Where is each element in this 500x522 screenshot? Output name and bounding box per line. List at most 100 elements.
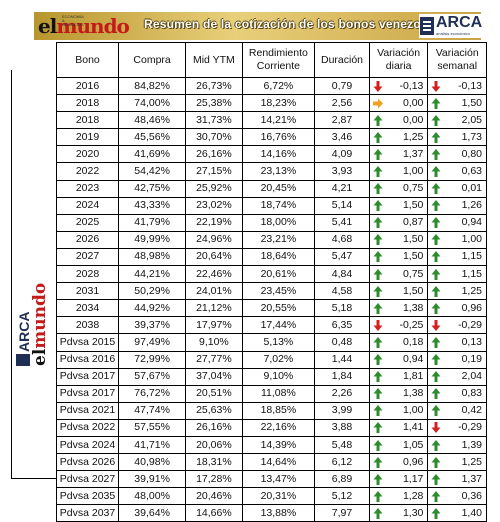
cell-variacion-semanal: 1,26: [427, 196, 487, 215]
cell-bono: Pdvsa 2017: [55, 367, 120, 386]
arrow-up-icon: [431, 490, 441, 502]
cell-variacion-semanal: 0,80: [427, 145, 487, 164]
arrow-up-icon: [373, 183, 383, 195]
cell-variacion-semanal: 0,42: [427, 401, 487, 420]
cell-duracion: 7,97: [314, 504, 370, 522]
cell-mid-ytm: 30,70%: [185, 128, 243, 147]
cell-duracion: 2,26: [314, 384, 370, 403]
header-duracion: Duración: [314, 42, 370, 78]
header-variacion-diaria: Variación diaria: [368, 42, 429, 78]
table-row: Pdvsa 2024 41,71% 20,06% 14,39% 5,48 1,05 1,39: [55, 435, 487, 455]
table-row: Pdvsa 2027 39,91% 17,28% 13,47% 6,89 1,17 1,37: [55, 470, 487, 489]
variacion-semanal-value: 1,39: [461, 438, 482, 451]
cell-duracion: 5,48: [314, 435, 370, 455]
table-row: Pdvsa 2022 57,55% 26,16% 22,16% 3,88 1,41 -0,2…: [55, 418, 487, 437]
arrow-right-icon: [372, 98, 383, 109]
variacion-semanal-value: 2,04: [461, 370, 482, 383]
table-row: 2016 84,82% 26,73% 6,72% 0,79 -0,13 -0,13: [55, 76, 487, 96]
logo-mundo-text: mundo: [56, 14, 130, 38]
cell-variacion-diaria: 0,94: [368, 350, 429, 369]
arrow-up-icon: [373, 405, 383, 417]
arrow-up-icon: [431, 456, 441, 468]
cell-compra: 54,42%: [118, 162, 187, 181]
cell-variacion-diaria: 1,41: [368, 418, 429, 437]
cell-compra: 41,69%: [118, 145, 187, 164]
bond-table: Bono Compra Mid YTM Rendimiento Corrient…: [55, 42, 487, 522]
variacion-diaria-value: 0,96: [402, 455, 424, 468]
header-mid-ytm: Mid YTM: [185, 42, 243, 78]
cell-bono: 2038: [55, 316, 120, 335]
arrow-up-icon: [431, 405, 441, 417]
variacion-semanal-value: 0,80: [461, 147, 482, 160]
cell-mid-ytm: 22,19%: [185, 213, 243, 232]
cell-compra: 47,74%: [118, 401, 187, 420]
variacion-diaria-value: 0,00: [402, 113, 424, 126]
arrow-down-icon: [373, 319, 383, 331]
cell-mid-ytm: 21,12%: [185, 299, 243, 318]
cell-mid-ytm: 27,77%: [185, 350, 243, 369]
side-branding: elmundo ARCA: [11, 232, 51, 372]
cell-rendimiento: 18,74%: [241, 196, 316, 215]
arrow-up-icon: [373, 490, 383, 502]
cell-variacion-diaria: 1,30: [368, 504, 429, 522]
arrow-down-icon: [431, 319, 441, 331]
arca-tagline: análisis económico: [436, 31, 470, 36]
arrow-up-icon: [373, 456, 383, 468]
variacion-semanal-value: -0,29: [458, 318, 482, 331]
cell-mid-ytm: 14,66%: [185, 504, 243, 522]
cell-mid-ytm: 31,73%: [185, 111, 243, 130]
cell-duracion: 6,12: [314, 453, 370, 472]
cell-rendimiento: 18,64%: [241, 247, 316, 267]
arrow-up-icon: [373, 336, 383, 348]
cell-bono: 2018: [55, 111, 120, 130]
title-banner: Resumen de la cotización de los bonos ve…: [34, 12, 481, 40]
cell-bono: 2018: [55, 94, 120, 113]
arrow-up-icon: [373, 388, 383, 400]
arrow-up-icon: [373, 473, 383, 485]
cell-variacion-semanal: 1,25: [427, 282, 487, 301]
cell-variacion-semanal: 1,15: [427, 265, 487, 284]
elmundo-logo: elmundo ECONOMÍA & NEGOCIOS: [38, 14, 130, 44]
arrow-up-icon: [431, 439, 441, 451]
variacion-diaria-value: 0,75: [402, 182, 424, 195]
arrow-up-icon: [373, 507, 383, 519]
cell-variacion-diaria: 0,00: [368, 94, 429, 113]
cell-mid-ytm: 24,96%: [185, 230, 243, 249]
arrow-up-icon: [373, 354, 383, 366]
cell-bono: 2016: [55, 76, 120, 96]
arrow-up-icon: [431, 200, 441, 212]
variacion-diaria-value: 0,87: [402, 216, 424, 229]
variacion-semanal-value: 1,50: [461, 96, 482, 109]
variacion-diaria-value: 1,50: [402, 284, 424, 297]
cell-compra: 48,98%: [118, 247, 187, 267]
arrow-up-icon: [431, 183, 441, 195]
arrow-up-icon: [431, 217, 441, 229]
cell-variacion-diaria: 0,75: [368, 265, 429, 284]
arrow-up-icon: [431, 131, 441, 143]
cell-mid-ytm: 22,46%: [185, 265, 243, 284]
variacion-semanal-value: 1,37: [461, 472, 482, 485]
cell-duracion: 5,41: [314, 213, 370, 232]
cell-duracion: 4,84: [314, 265, 370, 284]
arrow-up-icon: [373, 234, 383, 246]
cell-bono: Pdvsa 2015: [55, 333, 120, 352]
cell-rendimiento: 17,44%: [241, 316, 316, 335]
cell-duracion: 5,18: [314, 299, 370, 318]
variacion-semanal-value: 1,15: [461, 267, 482, 280]
cell-variacion-semanal: 2,04: [427, 367, 487, 386]
table-row: 2027 48,98% 20,64% 18,64% 5,47 1,50 1,15: [55, 247, 487, 267]
variacion-semanal-value: 1,26: [461, 199, 482, 212]
cell-rendimiento: 14,16%: [241, 145, 316, 164]
arrow-up-icon: [373, 217, 383, 229]
cell-compra: 41,79%: [118, 213, 187, 232]
cell-bono: 2028: [55, 265, 120, 284]
cell-mid-ytm: 26,16%: [185, 418, 243, 437]
cell-bono: Pdvsa 2016: [55, 350, 120, 369]
cell-variacion-diaria: 1,50: [368, 230, 429, 249]
arrow-up-icon: [431, 166, 441, 178]
header-rendimiento: Rendimiento Corriente: [241, 42, 316, 78]
variacion-diaria-value: 0,94: [402, 353, 424, 366]
frame-bottom-rule: [11, 478, 56, 479]
cell-mid-ytm: 17,97%: [185, 316, 243, 335]
cell-variacion-semanal: 1,25: [427, 453, 487, 472]
